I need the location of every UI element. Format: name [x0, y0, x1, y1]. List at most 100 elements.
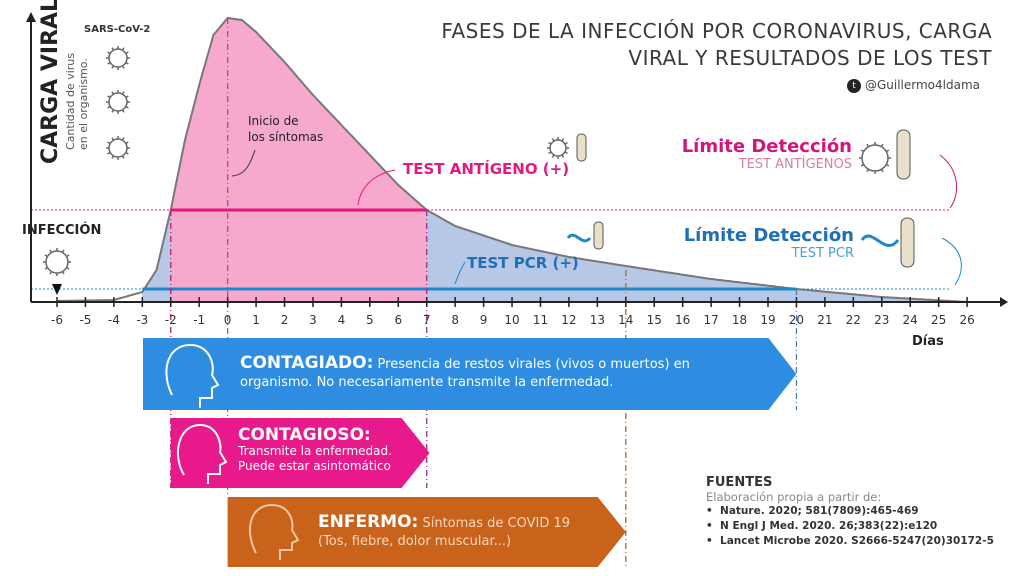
- x-tick-label: 18: [731, 313, 748, 327]
- infection-label: INFECCIÓN: [22, 223, 102, 238]
- x-tick-label: 1: [252, 313, 260, 327]
- author-handle: t @Guillermo4ldama: [846, 78, 980, 93]
- x-tick-label: -5: [79, 313, 92, 327]
- page-title: FASES DE LA INFECCIÓN POR CORONAVIRUS, C…: [352, 18, 992, 72]
- contagioso-line-1: Transmite la enfermedad.: [238, 444, 392, 458]
- contagiado-line-2: organismo. No necesariamente transmite l…: [240, 375, 614, 390]
- y-axis-sublabel: Cantidad de virus en el organismo.: [64, 53, 90, 150]
- x-tick-label: 10: [504, 313, 520, 327]
- x-tick-label: 7: [422, 313, 431, 327]
- pcr-limit-pointer: [941, 237, 962, 286]
- antigen-positive-label: TEST ANTÍGENO (+): [403, 160, 570, 178]
- onset-1: Inicio de: [248, 114, 299, 128]
- head-coughing-icon: [248, 503, 300, 560]
- x-axis-label: Días: [912, 334, 944, 349]
- x-tick-label: -1: [193, 313, 206, 327]
- pcr-limit-test-tube-icon: [900, 217, 915, 268]
- y-axis-arrowhead: [26, 12, 36, 22]
- source-text: N Engl J Med. 2020. 26;383(22):e120: [720, 520, 938, 532]
- antigen-limit-subtitle: TEST ANTÍGENOS: [738, 157, 852, 172]
- pcr-limit-subtitle: TEST PCR: [791, 246, 854, 261]
- x-tick-label: 11: [532, 313, 549, 327]
- x-tick-label: 21: [817, 313, 833, 327]
- contagiado-line-1: Presencia de restos virales (vivos o mue…: [377, 357, 690, 372]
- sources-heading: FUENTES: [706, 475, 773, 490]
- x-tick-label: 12: [561, 313, 577, 327]
- infection-marker-icon: [52, 284, 62, 295]
- antigen-limit-label: Límite Detección TEST ANTÍGENOS: [682, 136, 852, 172]
- title-line-1: FASES DE LA INFECCIÓN POR CORONAVIRUS, C…: [441, 19, 992, 43]
- x-tick-label: -4: [107, 313, 120, 327]
- contagioso-bar: [170, 418, 430, 488]
- antigen-test-tube-icon: [576, 133, 587, 162]
- x-tick-label: 23: [874, 313, 890, 327]
- x-tick-label: 3: [309, 313, 317, 327]
- x-tick-label: 0: [223, 313, 232, 327]
- source-item: • Lancet Microbe 2020. S2666-5247(20)301…: [706, 535, 994, 547]
- handle-text: @Guillermo4ldama: [864, 78, 980, 92]
- x-tick-label: 5: [366, 313, 374, 327]
- enfermo-bar: [227, 497, 626, 567]
- antigen-limit-title: Límite Detección: [681, 136, 852, 157]
- pcr-pointer: [454, 261, 466, 285]
- x-tick-label: 25: [930, 313, 947, 327]
- infection-virus-icon: [43, 248, 71, 276]
- x-tick-label: 9: [479, 313, 488, 327]
- sources-intro: Elaboración propia a partir de:: [706, 490, 882, 504]
- x-tick-label: -3: [136, 313, 149, 327]
- x-tick-label: -2: [164, 313, 177, 327]
- enfermo-title: ENFERMO:: [318, 512, 419, 532]
- viral-load-curve: [56, 16, 965, 303]
- x-tick-label: 26: [959, 313, 975, 327]
- source-text: Lancet Microbe 2020. S2666-5247(20)30172…: [720, 535, 994, 547]
- x-tick-label: 6: [394, 313, 403, 327]
- twitter-icon: t: [846, 78, 861, 93]
- x-tick-label: 14: [618, 313, 634, 327]
- source-text: Nature. 2020; 581(7809):465-469: [720, 505, 919, 517]
- virus-icon: [106, 46, 130, 70]
- onset-2: los síntomas: [248, 130, 324, 144]
- contagioso-line-2: Puede estar asintomático: [238, 459, 391, 473]
- virus-icon: [106, 136, 130, 160]
- antigen-virus-icon: [547, 137, 569, 159]
- x-tick-label: 17: [703, 313, 719, 327]
- symptom-onset-pointer: [231, 149, 256, 177]
- sources: FUENTES Elaboración propia a partir de: …: [706, 475, 994, 549]
- title-line-2: VIRAL Y RESULTADOS DE LOS TEST: [628, 46, 992, 70]
- dna-icon: [566, 233, 592, 243]
- x-axis-arrowhead: [1000, 297, 1008, 307]
- virus-icon: [106, 90, 130, 114]
- contagioso-title: CONTAGIOSO:: [238, 425, 371, 445]
- contagiado-title: CONTAGIADO:: [240, 353, 374, 373]
- contagioso-text: CONTAGIOSO: Transmite la enfermedad. Pue…: [238, 425, 392, 474]
- antigen-limit-test-tube-icon: [896, 129, 911, 180]
- contagiado-text: CONTAGIADO: Presencia de restos virales …: [240, 354, 690, 392]
- pcr-limit-label: Límite Detección TEST PCR: [684, 225, 854, 261]
- x-tick-label: 2: [280, 313, 289, 327]
- y-sub-1: Cantidad de virus: [64, 52, 77, 150]
- antigen-detectable-area: [170, 18, 427, 302]
- antigen-pointer: [357, 169, 396, 206]
- pcr-positive-label: TEST PCR (+): [467, 254, 579, 272]
- pcr-limit-title: Límite Detección: [683, 225, 854, 246]
- y-sub-2: en el organismo.: [77, 58, 90, 150]
- x-tick-label: 15: [646, 313, 662, 327]
- head-icon: [165, 343, 220, 408]
- x-tick-label: 24: [902, 313, 918, 327]
- antigen-limit-virus-icon: [859, 142, 891, 174]
- x-tick-label: -6: [51, 313, 63, 327]
- symptom-onset-label: Inicio de los síntomas: [248, 113, 323, 145]
- x-tick-label: 4: [337, 313, 346, 327]
- x-tick-label: 13: [589, 313, 605, 327]
- dna-limit-icon: [860, 234, 900, 248]
- virus-label: SARS-CoV-2: [84, 24, 151, 35]
- y-axis-label: CARGA VIRAL: [38, 0, 63, 164]
- source-item: • Nature. 2020; 581(7809):465-469: [706, 505, 919, 517]
- enfermo-text: ENFERMO: Síntomas de COVID 19 (Tos, fieb…: [318, 513, 570, 551]
- source-item: • N Engl J Med. 2020. 26;383(22):e120: [706, 520, 938, 532]
- x-tick-label: 22: [845, 313, 861, 327]
- enfermo-line-2: (Tos, fiebre, dolor muscular...): [318, 534, 512, 549]
- contagiado-bar: [143, 338, 797, 410]
- pcr-test-tube-icon: [593, 221, 604, 250]
